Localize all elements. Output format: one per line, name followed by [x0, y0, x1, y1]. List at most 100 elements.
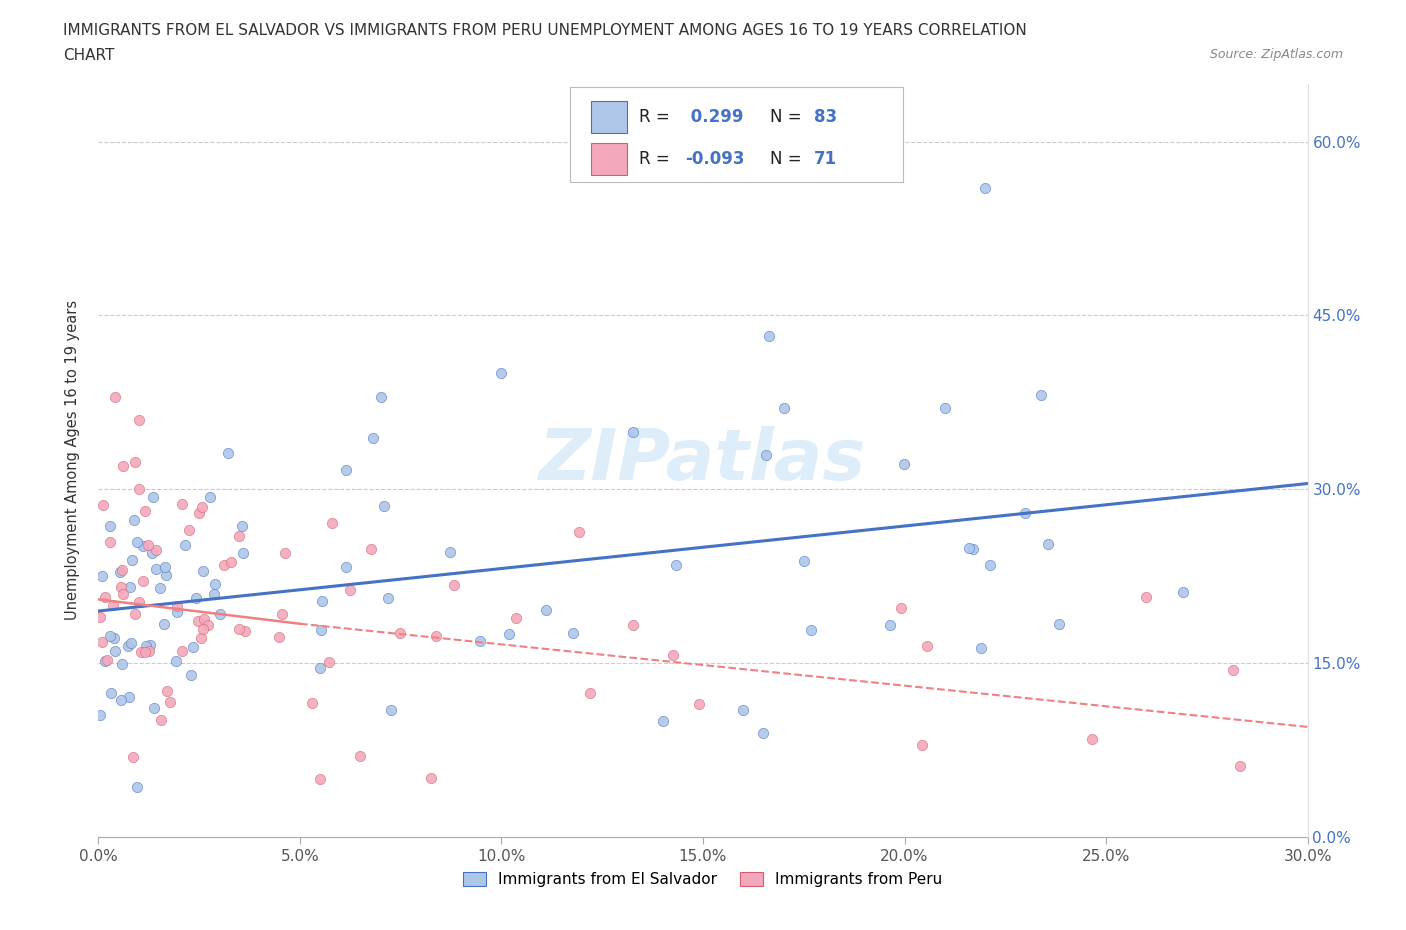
Point [193, 612, 215, 627]
Point [308, 660, 330, 675]
Point [150, 712, 173, 727]
Text: N =: N = [769, 150, 807, 167]
Point [349, 749, 371, 764]
Point [179, 523, 201, 538]
Point [491, 366, 513, 381]
Point [181, 640, 204, 655]
Point [111, 563, 134, 578]
Point [1229, 759, 1251, 774]
Point [159, 695, 181, 710]
Point [335, 560, 357, 575]
Point [231, 519, 253, 534]
FancyBboxPatch shape [591, 143, 627, 175]
Point [98, 519, 121, 534]
Point [132, 574, 155, 589]
Point [970, 641, 993, 656]
Point [793, 553, 815, 568]
Point [662, 647, 685, 662]
Point [149, 580, 172, 595]
Point [170, 497, 193, 512]
Point [377, 591, 399, 605]
Point [219, 555, 242, 570]
Text: 71: 71 [814, 150, 838, 167]
Point [893, 457, 915, 472]
Point [156, 684, 179, 698]
Point [103, 389, 125, 404]
Point [360, 541, 382, 556]
Point [915, 639, 938, 654]
Point [180, 668, 202, 683]
Point [124, 455, 146, 470]
Point [910, 737, 932, 752]
Point [498, 626, 520, 641]
Point [197, 618, 219, 632]
Point [89, 610, 111, 625]
Point [120, 635, 142, 650]
Point [651, 713, 673, 728]
Point [232, 546, 254, 561]
Point [110, 565, 132, 580]
Point [301, 696, 323, 711]
Text: R =: R = [638, 150, 675, 167]
Text: IMMIGRANTS FROM EL SALVADOR VS IMMIGRANTS FROM PERU UNEMPLOYMENT AMONG AGES 16 T: IMMIGRANTS FROM EL SALVADOR VS IMMIGRANT… [63, 23, 1026, 38]
Point [136, 538, 159, 552]
Point [321, 515, 343, 530]
Point [688, 697, 710, 711]
FancyBboxPatch shape [569, 87, 903, 181]
Point [758, 328, 780, 343]
Text: 0.299: 0.299 [685, 108, 744, 126]
Point [94, 590, 117, 604]
Point [153, 617, 176, 631]
Point [228, 622, 250, 637]
Point [184, 591, 207, 605]
Point [142, 490, 165, 505]
FancyBboxPatch shape [591, 101, 627, 133]
Point [110, 657, 132, 671]
Point [134, 644, 156, 659]
Point [125, 535, 148, 550]
Point [128, 594, 150, 609]
Text: -0.093: -0.093 [685, 150, 744, 167]
Point [623, 618, 645, 632]
Point [121, 552, 143, 567]
Point [165, 654, 187, 669]
Point [335, 462, 357, 477]
Point [318, 654, 340, 669]
Point [311, 623, 333, 638]
Point [128, 482, 150, 497]
Point [100, 685, 122, 700]
Point [96, 653, 118, 668]
Point [361, 431, 384, 445]
Point [134, 504, 156, 519]
Point [155, 568, 177, 583]
Point [311, 593, 333, 608]
Point [143, 700, 166, 715]
Point [536, 603, 558, 618]
Point [1135, 590, 1157, 604]
Point [118, 579, 141, 594]
Text: R =: R = [638, 108, 675, 126]
Point [1081, 731, 1104, 746]
Point [890, 601, 912, 616]
Point [198, 489, 221, 504]
Point [212, 557, 235, 572]
Point [1029, 388, 1052, 403]
Point [104, 644, 127, 658]
Text: N =: N = [769, 108, 807, 126]
Point [1222, 662, 1244, 677]
Point [124, 606, 146, 621]
Point [139, 637, 162, 652]
Point [91, 634, 114, 649]
Point [621, 424, 644, 439]
Point [1047, 616, 1070, 631]
Point [103, 631, 125, 645]
Point [957, 540, 980, 555]
Point [91, 498, 114, 512]
Point [98, 535, 121, 550]
Text: 83: 83 [814, 108, 838, 126]
Point [112, 587, 135, 602]
Text: Source: ZipAtlas.com: Source: ZipAtlas.com [1209, 48, 1343, 61]
Point [217, 445, 239, 460]
Point [974, 180, 997, 195]
Point [191, 499, 214, 514]
